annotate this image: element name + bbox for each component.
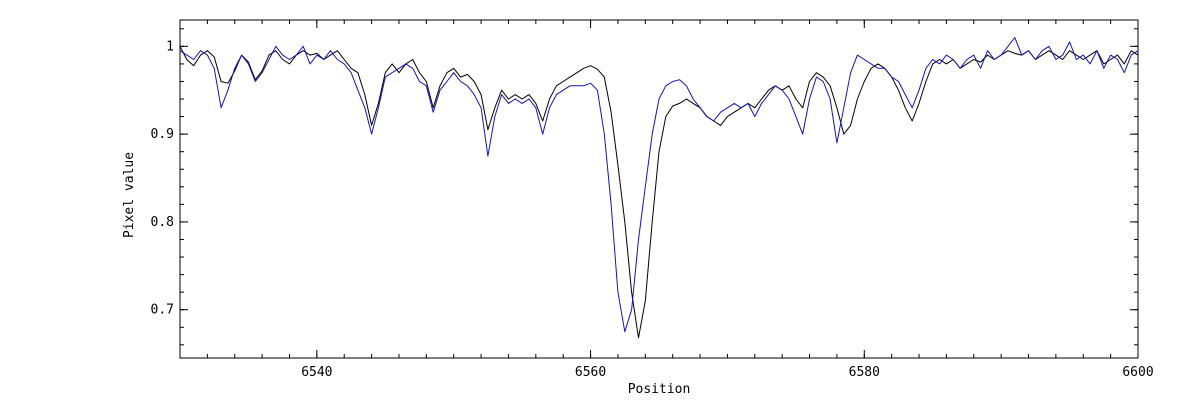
y-axis-tick-labels: 0.7 0.8 0.9 1 bbox=[151, 39, 174, 317]
series-lines bbox=[179, 37, 1139, 339]
y-tick-label: 0.7 bbox=[151, 303, 174, 318]
x-tick-label: 6560 bbox=[575, 365, 606, 380]
series-line-blue bbox=[179, 37, 1139, 333]
y-tick-label: 1 bbox=[166, 39, 174, 54]
axis-ticks bbox=[179, 20, 1139, 358]
x-axis-title: Position bbox=[628, 382, 691, 397]
plot-area bbox=[179, 19, 1139, 359]
y-tick-label: 0.8 bbox=[151, 215, 174, 230]
x-tick-label: 6540 bbox=[301, 365, 332, 380]
x-tick-label: 6600 bbox=[1122, 365, 1153, 380]
x-axis-tick-labels: 6540 6560 6580 6600 bbox=[301, 365, 1153, 380]
x-tick-label: 6580 bbox=[849, 365, 880, 380]
y-axis-title: Pixel value bbox=[122, 152, 137, 238]
y-tick-label: 0.9 bbox=[151, 127, 174, 142]
series-line-black bbox=[179, 46, 1139, 339]
